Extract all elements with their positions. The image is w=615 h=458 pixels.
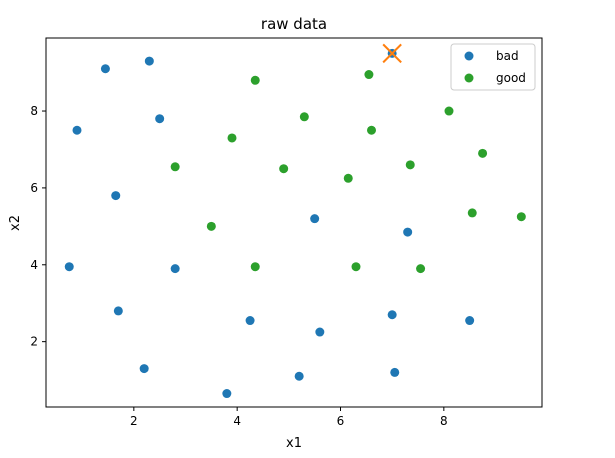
point-good-0 — [250, 75, 260, 85]
point-bad-5 — [64, 262, 74, 272]
point-good-11 — [206, 221, 216, 231]
point-good-9 — [405, 160, 415, 170]
point-bad-0 — [100, 64, 110, 74]
legend-marker-good — [464, 73, 474, 83]
point-bad-15 — [222, 389, 232, 399]
point-bad-12 — [387, 310, 397, 320]
y-tick-label-6: 6 — [30, 181, 38, 195]
point-bad-4 — [111, 191, 121, 201]
point-good-3 — [227, 133, 237, 143]
legend: bad good — [450, 43, 536, 91]
x-tick-label-4: 4 — [233, 414, 241, 428]
point-bad-14 — [139, 364, 149, 374]
point-good-4 — [367, 125, 376, 135]
point-good-6 — [170, 162, 180, 172]
point-bad-2 — [72, 125, 82, 135]
chart-title: raw data — [261, 15, 327, 33]
highlight-layer — [382, 43, 402, 64]
point-good-7 — [279, 164, 289, 174]
legend-label-bad: bad — [496, 49, 519, 63]
point-good-15 — [351, 262, 361, 272]
point-bad-16 — [294, 371, 304, 381]
x-tick-label-6: 6 — [337, 414, 345, 428]
point-good-2 — [299, 112, 309, 122]
point-bad-13 — [465, 316, 475, 326]
point-bad-11 — [315, 327, 325, 337]
point-good-5 — [444, 106, 454, 116]
point-good-1 — [364, 70, 374, 80]
y-tick-label-8: 8 — [30, 104, 38, 118]
point-bad-6 — [170, 264, 180, 274]
point-good-13 — [516, 212, 526, 222]
point-bad-10 — [245, 316, 255, 326]
point-good-14 — [250, 262, 260, 272]
x-axis-title: x1 — [286, 436, 302, 451]
point-bad-17 — [390, 367, 400, 377]
legend-marker-bad — [464, 51, 474, 61]
y-tick-label-2: 2 — [30, 335, 38, 349]
legend-label-good: good — [496, 71, 526, 85]
point-good-16 — [416, 264, 426, 274]
x-tick-label-2: 2 — [130, 414, 138, 428]
plot-frame — [45, 37, 543, 408]
y-tick-label-4: 4 — [30, 258, 38, 272]
ticks-layer: 2 4 6 8 2 4 6 8 — [30, 104, 447, 428]
point-bad-8 — [403, 227, 413, 237]
point-good-12 — [467, 208, 477, 218]
point-bad-3 — [155, 114, 165, 124]
highlight-x-marker — [382, 43, 402, 64]
point-good-10 — [478, 148, 488, 158]
points-layer — [64, 48, 526, 399]
x-tick-label-8: 8 — [440, 414, 448, 428]
point-bad-7 — [310, 214, 320, 224]
point-bad-9 — [113, 306, 123, 316]
point-bad-1 — [144, 56, 154, 66]
point-good-8 — [343, 173, 353, 183]
y-axis-title: x2 — [8, 215, 23, 231]
